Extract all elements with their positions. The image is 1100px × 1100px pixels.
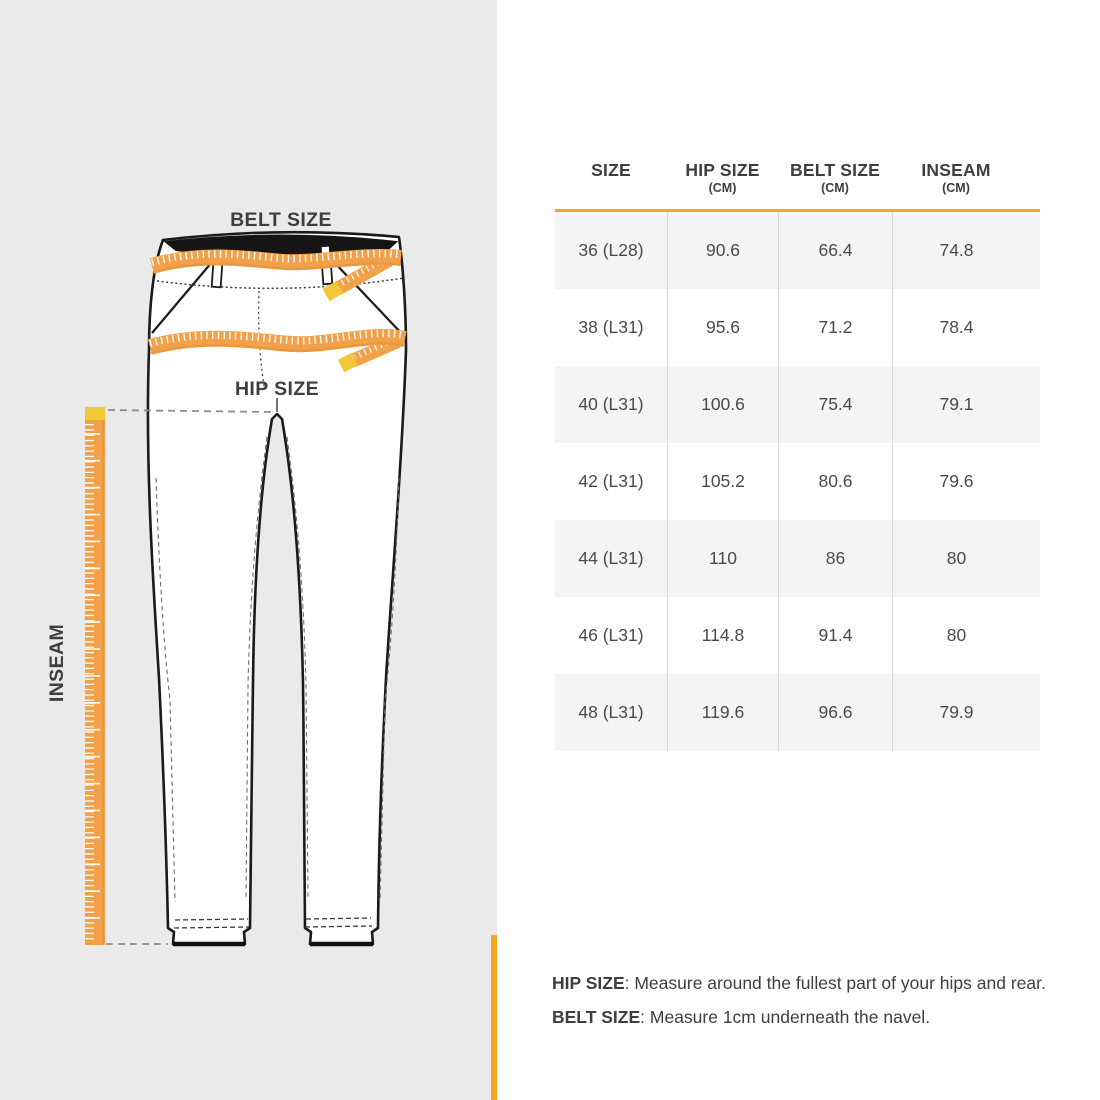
cell-inseam: 79.1: [892, 366, 1040, 443]
measurement-diagram-panel: BELT SIZE HIP SIZE INSEAM: [0, 0, 497, 1100]
cell-hip: 105.2: [667, 443, 778, 520]
accent-divider-bar: [491, 935, 497, 1100]
cell-inseam: 79.6: [892, 443, 1040, 520]
cell-belt: 75.4: [778, 366, 892, 443]
belt-size-note: BELT SIZE: Measure 1cm underneath the na…: [552, 1007, 931, 1027]
cell-size: 38 (L31): [578, 317, 644, 337]
cell-size: 36 (L28): [578, 240, 644, 260]
cell-hip: 119.6: [667, 674, 778, 751]
cell-hip: 95.6: [667, 289, 778, 366]
cell-belt: 96.6: [778, 674, 892, 751]
belt-measuring-tape: [149, 249, 402, 302]
table-row: 40 (L31) 100.6 75.4 79.1: [555, 366, 1040, 443]
cell-belt: 91.4: [778, 597, 892, 674]
column-header-belt-size: BELT SIZE (CM): [790, 160, 880, 195]
measure-guide-lines: [106, 409, 273, 945]
belt-size-label: BELT SIZE: [230, 209, 332, 231]
hip-size-label: HIP SIZE: [235, 378, 319, 400]
table-row: 38 (L31) 95.6 71.2 78.4: [555, 289, 1040, 366]
table-body: 36 (L28) 90.6 66.4 74.8 38 (L31) 95.6 71…: [555, 212, 1040, 751]
cell-inseam: 80: [892, 520, 1040, 597]
cell-hip: 100.6: [667, 366, 778, 443]
cell-size: 40 (L31): [578, 394, 644, 414]
pants-measurement-diagram: BELT SIZE HIP SIZE INSEAM: [46, 209, 408, 947]
table-row: 42 (L31) 105.2 80.6 79.6: [555, 443, 1040, 520]
cell-size: 46 (L31): [578, 625, 644, 645]
cell-inseam: 79.9: [892, 674, 1040, 751]
inseam-ruler: [85, 407, 105, 945]
cell-belt: 86: [778, 520, 892, 597]
cell-size: 48 (L31): [578, 702, 644, 722]
cell-belt: 71.2: [778, 289, 892, 366]
size-chart-table: SIZE HIP SIZE (CM) BELT SIZE (CM) INSEAM…: [555, 150, 1040, 751]
cell-hip: 110: [667, 520, 778, 597]
table-row: 44 (L31) 110 86 80: [555, 520, 1040, 597]
column-header-hip-size: HIP SIZE (CM): [685, 160, 760, 195]
table-row: 48 (L31) 119.6 96.6 79.9: [555, 674, 1040, 751]
cell-inseam: 80: [892, 597, 1040, 674]
column-header-inseam: INSEAM (CM): [921, 160, 991, 195]
column-header-size: SIZE: [591, 160, 631, 180]
cell-inseam: 78.4: [892, 289, 1040, 366]
header-accent-rule: [555, 209, 1040, 212]
table-header-row: SIZE HIP SIZE (CM) BELT SIZE (CM) INSEAM…: [555, 150, 1040, 196]
cell-size: 44 (L31): [578, 548, 644, 568]
hip-size-note: HIP SIZE: Measure around the fullest par…: [552, 973, 1046, 993]
cell-hip: 114.8: [667, 597, 778, 674]
measurement-notes: HIP SIZE: Measure around the fullest par…: [552, 966, 1046, 1034]
cell-hip: 90.6: [667, 212, 778, 289]
cell-belt: 80.6: [778, 443, 892, 520]
cell-inseam: 74.8: [892, 212, 1040, 289]
table-row: 36 (L28) 90.6 66.4 74.8: [555, 212, 1040, 289]
hip-measuring-tape: [147, 329, 407, 373]
table-row: 46 (L31) 114.8 91.4 80: [555, 597, 1040, 674]
cell-belt: 66.4: [778, 212, 892, 289]
inseam-label: INSEAM: [46, 624, 68, 702]
cell-size: 42 (L31): [578, 471, 644, 491]
